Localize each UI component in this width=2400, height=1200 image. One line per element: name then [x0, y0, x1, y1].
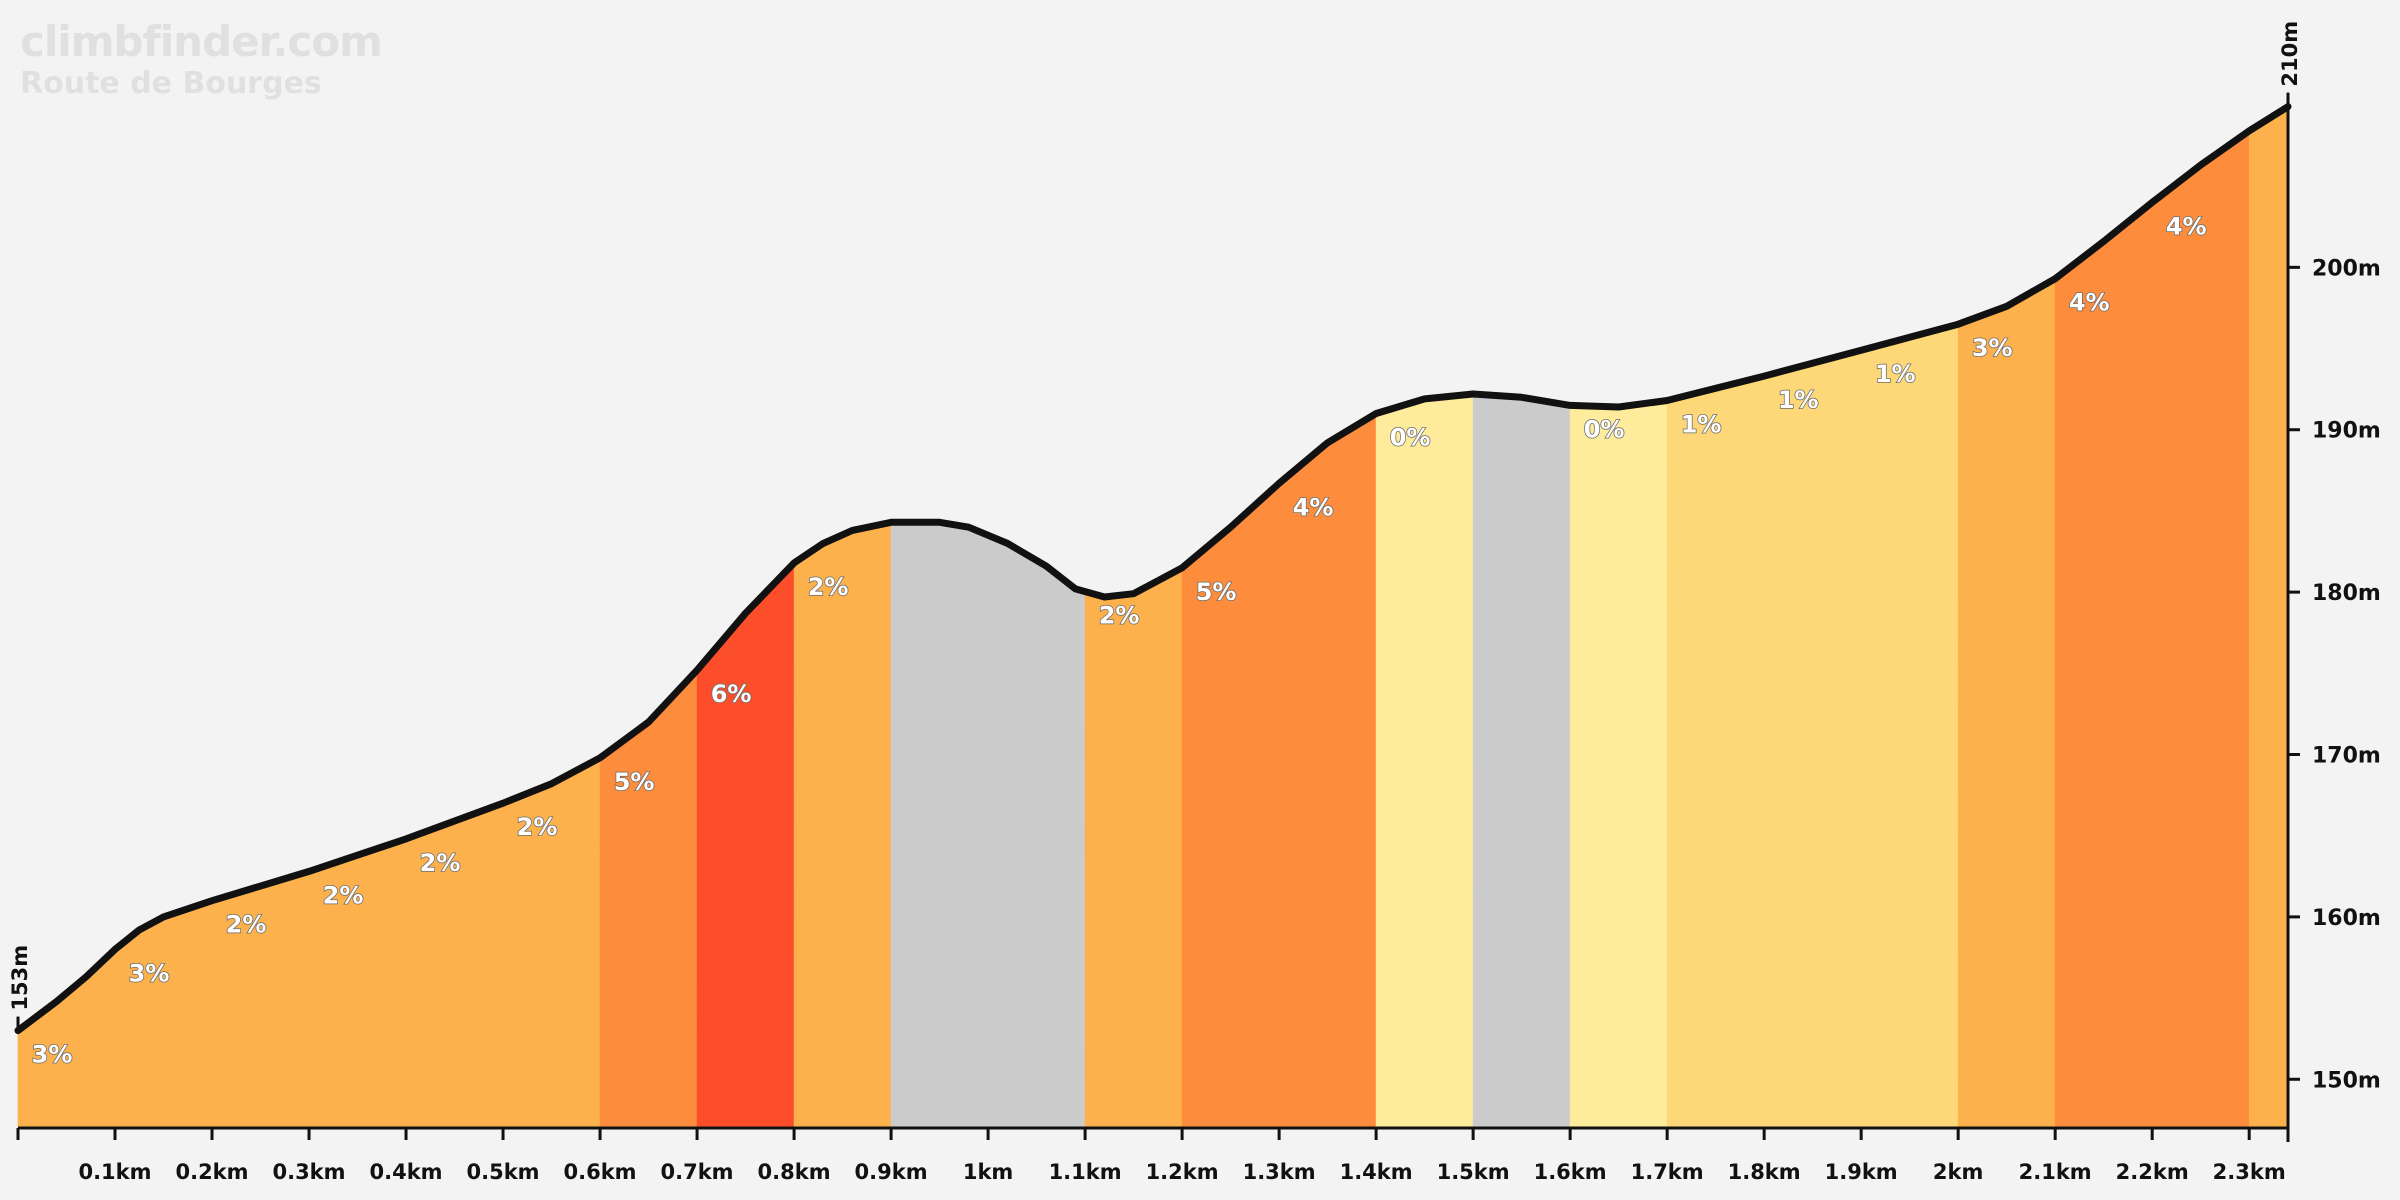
x-tick-label: 2.2km [2116, 1160, 2189, 1184]
profile-line [14, 103, 2292, 1035]
grade-segment [987, 534, 1086, 1129]
route-title: Route de Bourges [20, 66, 322, 101]
grade-segment [793, 521, 892, 1129]
grade-segment [1860, 323, 1959, 1129]
grade-label: 2% [226, 911, 267, 939]
grade-segment [1084, 567, 1183, 1129]
grade-label: 0% [1390, 424, 1431, 452]
x-tick-label: 1.4km [1340, 1160, 1413, 1184]
x-tick-label: 0.2km [175, 1160, 248, 1184]
grade-label: 3% [1972, 334, 2013, 362]
y-tick-label: 150m [2312, 1068, 2381, 1093]
y-tick-label: 160m [2312, 906, 2381, 931]
grade-segment [2054, 201, 2153, 1129]
x-tick-label: 1.6km [1534, 1160, 1607, 1184]
start-elevation-label: 153m [8, 945, 32, 1011]
grade-labels: 3% 3% 2% 2% 2% 2% 5% 6% 2% 2% 5% 4% 0% 0% 1% 1% 1% 3% 4% 4% [31, 212, 2207, 1070]
grade-segment [17, 948, 116, 1129]
x-tick-label: 1.9km [1825, 1160, 1898, 1184]
grade-label: 3% [32, 1041, 73, 1069]
y-tick-label: 180m [2312, 581, 2381, 606]
x-tick-label: 2.1km [2019, 1160, 2092, 1184]
grade-segment [2151, 130, 2250, 1129]
brand-header: climbfinder.com Route de Bourges [20, 17, 383, 102]
site-watermark: climbfinder.com [20, 17, 383, 66]
x-tick-label: 1.3km [1243, 1160, 1316, 1184]
x-tick-label: 1.7km [1631, 1160, 1704, 1184]
x-tick-label: 2km [1933, 1160, 1983, 1184]
x-tick-label: 0.9km [855, 1160, 928, 1184]
x-tick-label: 1.1km [1049, 1160, 1122, 1184]
grade-segment [890, 522, 989, 1129]
y-tick-label: 170m [2312, 744, 2381, 769]
x-tick-label: 0.5km [467, 1160, 540, 1184]
grade-segment [696, 562, 795, 1129]
x-tick-label: 0.4km [370, 1160, 443, 1184]
grade-label: 2% [1099, 602, 1140, 630]
x-tick-label: 0.7km [661, 1160, 734, 1184]
grade-segment [1472, 393, 1571, 1129]
axes: 0.1km 0.2km 0.3km 0.4km 0.5km 0.6km 0.7km 0.8km… [8, 21, 2381, 1184]
x-tick-label: 1.5km [1437, 1160, 1510, 1184]
grade-label: 5% [614, 768, 655, 796]
grade-segments [17, 106, 2289, 1129]
x-tick-label: 1.8km [1728, 1160, 1801, 1184]
profile-line-group [14, 103, 2292, 1035]
y-tick-label: 200m [2312, 256, 2381, 281]
grade-label: 6% [711, 680, 752, 708]
grade-label: 5% [1196, 578, 1237, 606]
grade-label: 4% [2069, 289, 2110, 317]
grade-label: 4% [2166, 212, 2207, 240]
grade-label: 1% [1875, 360, 1916, 388]
grade-label: 2% [323, 881, 364, 909]
x-tick-label: 1km [963, 1160, 1013, 1184]
grade-label: 2% [420, 849, 461, 877]
x-tick-label: 0.6km [564, 1160, 637, 1184]
grade-segment [599, 669, 698, 1129]
grade-segment [1666, 375, 1765, 1129]
grade-label: 0% [1584, 415, 1625, 443]
grade-segment [1763, 349, 1862, 1129]
grade-segment [1375, 393, 1474, 1129]
grade-label: 3% [129, 959, 170, 987]
x-tick-label: 1.2km [1146, 1160, 1219, 1184]
grade-label: 4% [1293, 493, 1334, 521]
grade-label: 2% [517, 813, 558, 841]
x-tick-label: 0.8km [758, 1160, 831, 1184]
y-tick-label: 190m [2312, 419, 2381, 444]
grade-label: 1% [1681, 411, 1722, 439]
grade-label: 1% [1778, 386, 1819, 414]
grade-segment [2248, 106, 2289, 1129]
x-tick-label: 0.1km [78, 1160, 151, 1184]
grade-label: 2% [808, 573, 849, 601]
x-tick-label: 0.3km [272, 1160, 345, 1184]
grade-segment [1569, 400, 1668, 1129]
end-elevation-label: 210m [2278, 21, 2302, 87]
grade-segment [1957, 278, 2056, 1129]
x-tick-label: 2.3km [2213, 1160, 2286, 1184]
